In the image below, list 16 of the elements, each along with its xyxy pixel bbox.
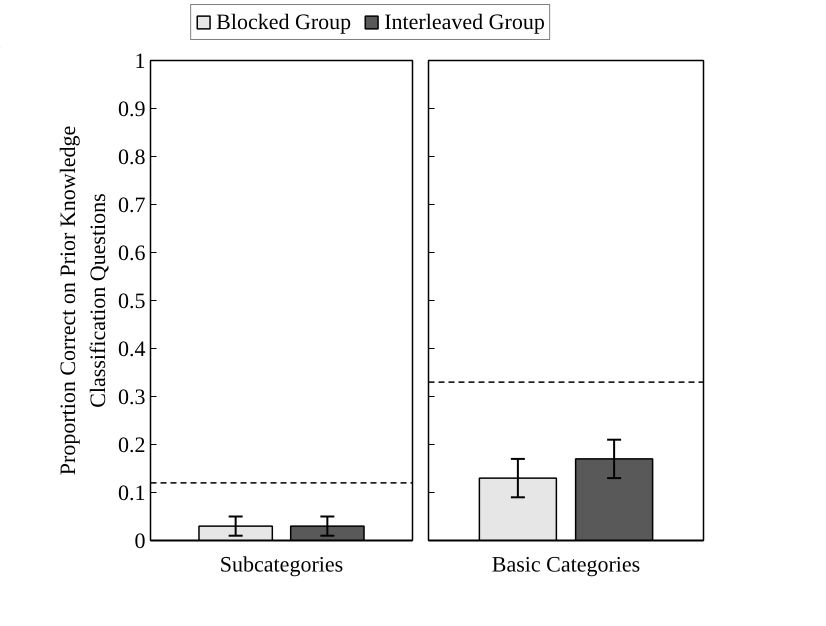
x-tick-label: Subcategories xyxy=(220,552,344,576)
legend-label: Interleaved Group xyxy=(384,9,545,35)
y-tick-label: 0.3 xyxy=(118,384,146,409)
y-tick-label: 0 xyxy=(134,528,146,553)
y-tick-label: 0.1 xyxy=(118,480,146,505)
y-tick-label: 0.6 xyxy=(118,240,146,265)
legend-label: Blocked Group xyxy=(216,9,352,35)
y-tick-label: 1 xyxy=(134,48,146,73)
y-tick-label: 0.7 xyxy=(118,192,146,217)
x-tick-label: Basic Categories xyxy=(492,552,640,576)
y-axis-title: Proportion Correct on Prior Knowledge Classification Questions xyxy=(55,126,110,476)
y-tick-label: 0.8 xyxy=(118,144,146,169)
y-tick-label: 0.9 xyxy=(118,96,146,121)
y-tick-label: 0.5 xyxy=(118,288,146,313)
y-tick-label: 0.2 xyxy=(118,432,146,457)
y-tick-label: 0.4 xyxy=(118,336,146,361)
